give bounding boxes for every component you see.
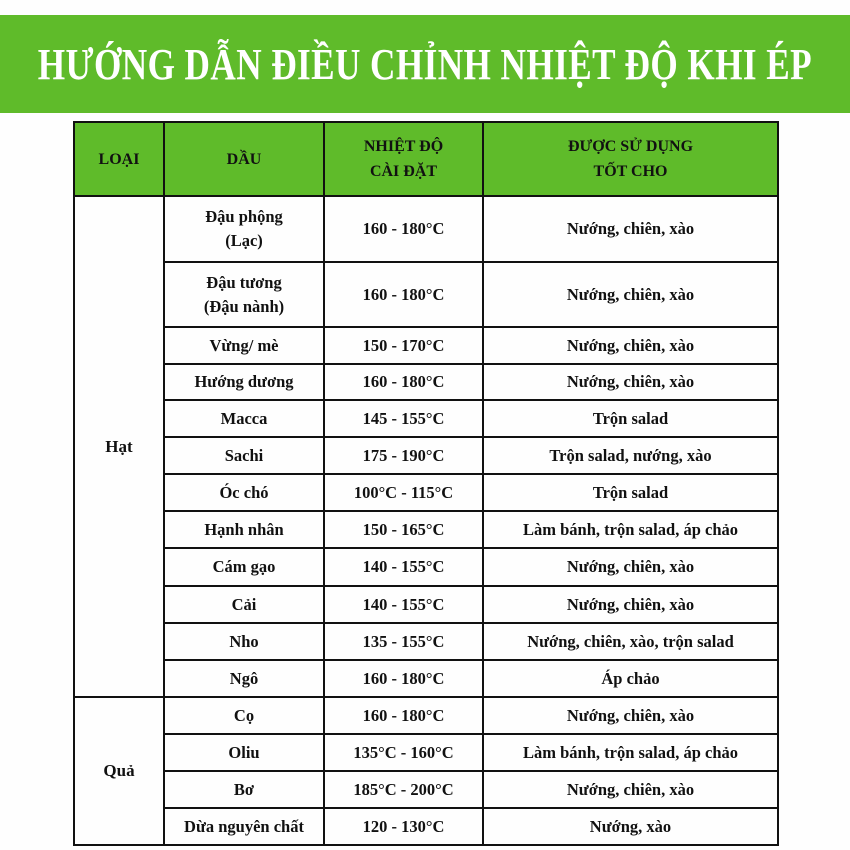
oil-cell: Bơ	[163, 770, 325, 809]
oil-cell: Nho	[163, 622, 325, 661]
table-header-row: LOẠI DẦU NHIỆT ĐỘ CÀI ĐẶT ĐƯỢC SỬ DỤNG T…	[73, 121, 779, 197]
usage-cell: Nướng, chiên, xào	[482, 585, 779, 624]
oil-cell: Hạnh nhân	[163, 510, 325, 549]
usage-cell: Trộn salad, nướng, xào	[482, 436, 779, 475]
category-cell: Quả	[73, 696, 165, 846]
temperature-cell: 150 - 165°C	[323, 510, 484, 549]
oil-cell: Óc chó	[163, 473, 325, 512]
table-row: Óc chó 100°C - 115°C Trộn salad	[74, 473, 779, 512]
table-row: Cám gạo 140 - 155°C Nướng, chiên, xào	[74, 547, 779, 587]
temperature-cell: 145 - 155°C	[323, 399, 484, 438]
oil-cell: Vừng/ mè	[163, 326, 325, 365]
table-row: Vừng/ mè 150 - 170°C Nướng, chiên, xào	[74, 326, 779, 365]
usage-cell: Nướng, chiên, xào	[482, 261, 779, 328]
category-cell: Hạt	[73, 195, 165, 698]
table-row: Oliu 135°C - 160°C Làm bánh, trộn salad, á…	[74, 733, 779, 772]
oil-cell: Sachi	[163, 436, 325, 475]
temperature-cell: 100°C - 115°C	[323, 473, 484, 512]
header-type: LOẠI	[73, 121, 165, 197]
usage-cell: Nướng, chiên, xào	[482, 195, 779, 263]
temperature-cell: 135°C - 160°C	[323, 733, 484, 772]
usage-cell: Nướng, chiên, xào, trộn salad	[482, 622, 779, 661]
usage-cell: Nướng, chiên, xào	[482, 770, 779, 809]
oil-cell: Đậu phộng (Lạc)	[163, 195, 325, 263]
usage-cell: Làm bánh, trộn salad, áp chảo	[482, 510, 779, 549]
oil-cell: Ngô	[163, 659, 325, 698]
temperature-cell: 135 - 155°C	[323, 622, 484, 661]
page-title: HƯỚNG DẪN ĐIỀU CHỈNH NHIỆT ĐỘ KHI ÉP	[37, 39, 813, 89]
table-body: Hạt Đậu phộng (Lạc) 160 - 180°C Nướng, chiê…	[73, 195, 779, 846]
table-row: Hướng dương 160 - 180°C Nướng, chiên, xào	[74, 363, 779, 401]
oil-cell: Dừa nguyên chất	[163, 807, 325, 846]
oil-cell: Đậu tương (Đậu nành)	[163, 261, 325, 328]
table-row: Macca 145 - 155°C Trộn salad	[74, 399, 779, 438]
usage-cell: Nướng, chiên, xào	[482, 326, 779, 365]
table-row: Ngô 160 - 180°C Áp chảo	[74, 659, 779, 698]
oil-cell: Macca	[163, 399, 325, 438]
usage-cell: Nướng, xào	[482, 807, 779, 846]
temperature-cell: 160 - 180°C	[323, 363, 484, 401]
oil-cell: Oliu	[163, 733, 325, 772]
temperature-cell: 160 - 180°C	[323, 195, 484, 263]
table-row: Cải 140 - 155°C Nướng, chiên, xào	[74, 585, 779, 624]
temperature-cell: 185°C - 200°C	[323, 770, 484, 809]
usage-cell: Trộn salad	[482, 399, 779, 438]
table-row: Hạt Đậu phộng (Lạc) 160 - 180°C Nướng, chiê…	[73, 195, 779, 698]
temperature-cell: 150 - 170°C	[323, 326, 484, 365]
temperature-cell: 140 - 155°C	[323, 585, 484, 624]
oil-cell: Hướng dương	[163, 363, 325, 401]
table-row: Sachi 175 - 190°C Trộn salad, nướng, xào	[74, 436, 779, 475]
title-banner: HƯỚNG DẪN ĐIỀU CHỈNH NHIỆT ĐỘ KHI ÉP	[0, 15, 850, 113]
table-row: Quả Cọ 160 - 180°C Nướng, chiên, xào	[73, 696, 779, 846]
usage-cell: Nướng, chiên, xào	[482, 696, 779, 735]
table-row: Đậu tương (Đậu nành) 160 - 180°C Nướng, ch…	[74, 261, 779, 328]
table-row: Bơ 185°C - 200°C Nướng, chiên, xào	[74, 770, 779, 809]
temperature-cell: 120 - 130°C	[323, 807, 484, 846]
table-row: Dừa nguyên chất 120 - 130°C Nướng, xào	[74, 807, 779, 846]
usage-cell: Nướng, chiên, xào	[482, 363, 779, 401]
header-oil: DẦU	[163, 121, 325, 197]
temperature-cell: 160 - 180°C	[323, 659, 484, 698]
oil-cell: Cám gạo	[163, 547, 325, 587]
table-row: Hạnh nhân 150 - 165°C Làm bánh, trộn salad…	[74, 510, 779, 549]
usage-cell: Nướng, chiên, xào	[482, 547, 779, 587]
usage-cell: Áp chảo	[482, 659, 779, 698]
table-row: Nho 135 - 155°C Nướng, chiên, xào, trộn sa…	[74, 622, 779, 661]
usage-cell: Trộn salad	[482, 473, 779, 512]
header-usage: ĐƯỢC SỬ DỤNG TỐT CHO	[482, 121, 779, 197]
usage-cell: Làm bánh, trộn salad, áp chảo	[482, 733, 779, 772]
temperature-cell: 140 - 155°C	[323, 547, 484, 587]
temperature-cell: 175 - 190°C	[323, 436, 484, 475]
header-temperature: NHIỆT ĐỘ CÀI ĐẶT	[323, 121, 484, 197]
oil-cell: Cọ	[163, 696, 325, 735]
temperature-cell: 160 - 180°C	[323, 261, 484, 328]
temperature-cell: 160 - 180°C	[323, 696, 484, 735]
temperature-table: LOẠI DẦU NHIỆT ĐỘ CÀI ĐẶT ĐƯỢC SỬ DỤNG T…	[73, 121, 779, 846]
oil-cell: Cải	[163, 585, 325, 624]
